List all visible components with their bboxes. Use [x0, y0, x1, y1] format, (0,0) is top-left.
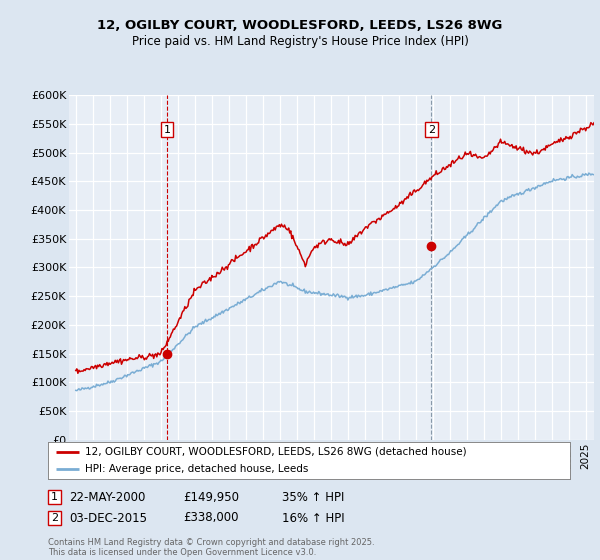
Text: 2: 2 [51, 513, 58, 523]
Text: HPI: Average price, detached house, Leeds: HPI: Average price, detached house, Leed… [85, 464, 308, 474]
Text: £149,950: £149,950 [183, 491, 239, 504]
Text: 12, OGILBY COURT, WOODLESFORD, LEEDS, LS26 8WG: 12, OGILBY COURT, WOODLESFORD, LEEDS, LS… [97, 18, 503, 32]
Text: Price paid vs. HM Land Registry's House Price Index (HPI): Price paid vs. HM Land Registry's House … [131, 35, 469, 49]
Text: 2: 2 [428, 125, 435, 134]
Text: 35% ↑ HPI: 35% ↑ HPI [282, 491, 344, 504]
Text: 03-DEC-2015: 03-DEC-2015 [69, 511, 147, 525]
Text: 1: 1 [51, 492, 58, 502]
Text: 1: 1 [164, 125, 171, 134]
Text: 16% ↑ HPI: 16% ↑ HPI [282, 511, 344, 525]
Text: Contains HM Land Registry data © Crown copyright and database right 2025.
This d: Contains HM Land Registry data © Crown c… [48, 538, 374, 557]
Text: £338,000: £338,000 [183, 511, 239, 525]
Text: 12, OGILBY COURT, WOODLESFORD, LEEDS, LS26 8WG (detached house): 12, OGILBY COURT, WOODLESFORD, LEEDS, LS… [85, 446, 466, 456]
Text: 22-MAY-2000: 22-MAY-2000 [69, 491, 145, 504]
